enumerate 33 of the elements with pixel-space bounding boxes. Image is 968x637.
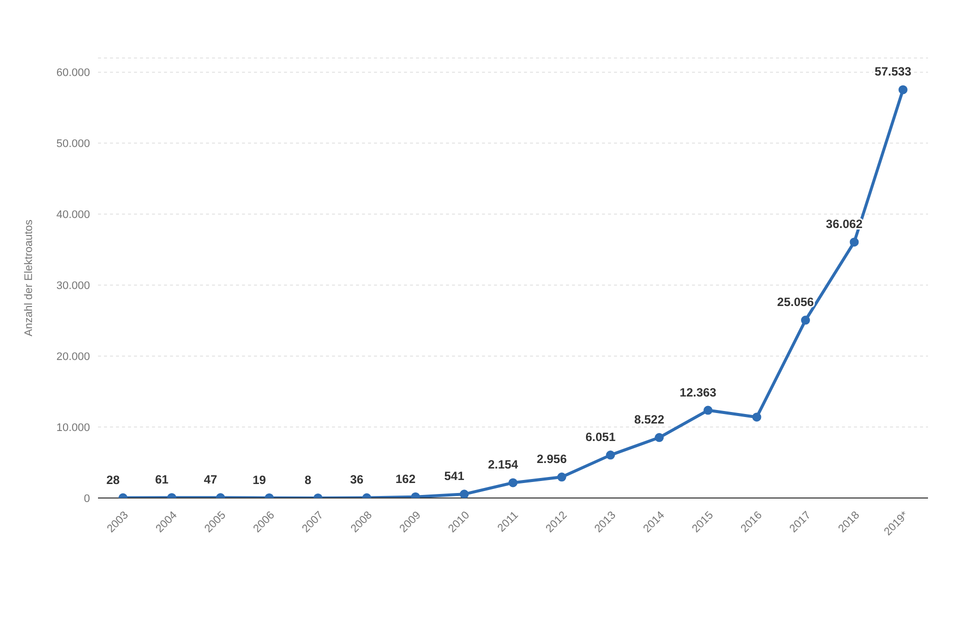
- point: [850, 238, 859, 247]
- y-tick-label: 30.000: [56, 280, 90, 292]
- point: [801, 316, 810, 325]
- data-label: 19: [252, 472, 266, 487]
- point: [460, 490, 469, 498]
- data-label: 2.154: [488, 458, 518, 472]
- data-label: 47: [204, 472, 218, 487]
- y-tick-label: 10.000: [56, 422, 90, 434]
- point: [508, 478, 518, 488]
- y-tick-label: 60.000: [56, 67, 90, 80]
- data-label: 8: [304, 472, 312, 487]
- data-label: 28: [106, 472, 120, 487]
- data-label: 12.363: [680, 385, 717, 400]
- point: [704, 406, 712, 415]
- y-tick-label: 40.000: [56, 209, 90, 222]
- point: [752, 412, 762, 422]
- point: [654, 433, 664, 442]
- data-label: 57.533: [874, 64, 912, 79]
- data-label: 36: [350, 472, 364, 487]
- data-label: 6.051: [585, 430, 616, 444]
- data-label: 25.056: [777, 295, 814, 310]
- data-label: 61: [155, 472, 169, 487]
- data-label: 8.522: [634, 412, 665, 427]
- point: [898, 85, 908, 94]
- point: [606, 450, 615, 460]
- y-tick-label: 20.000: [56, 350, 90, 363]
- data-label: 541: [444, 469, 465, 484]
- y-tick-label: 50.000: [56, 138, 90, 150]
- data-label: 162: [395, 472, 416, 486]
- data-label: 2.956: [536, 452, 568, 466]
- y-axis-title: Anzahl der Elektroautos: [22, 219, 35, 336]
- y-tick-label: 0: [84, 492, 90, 505]
- point: [557, 472, 566, 482]
